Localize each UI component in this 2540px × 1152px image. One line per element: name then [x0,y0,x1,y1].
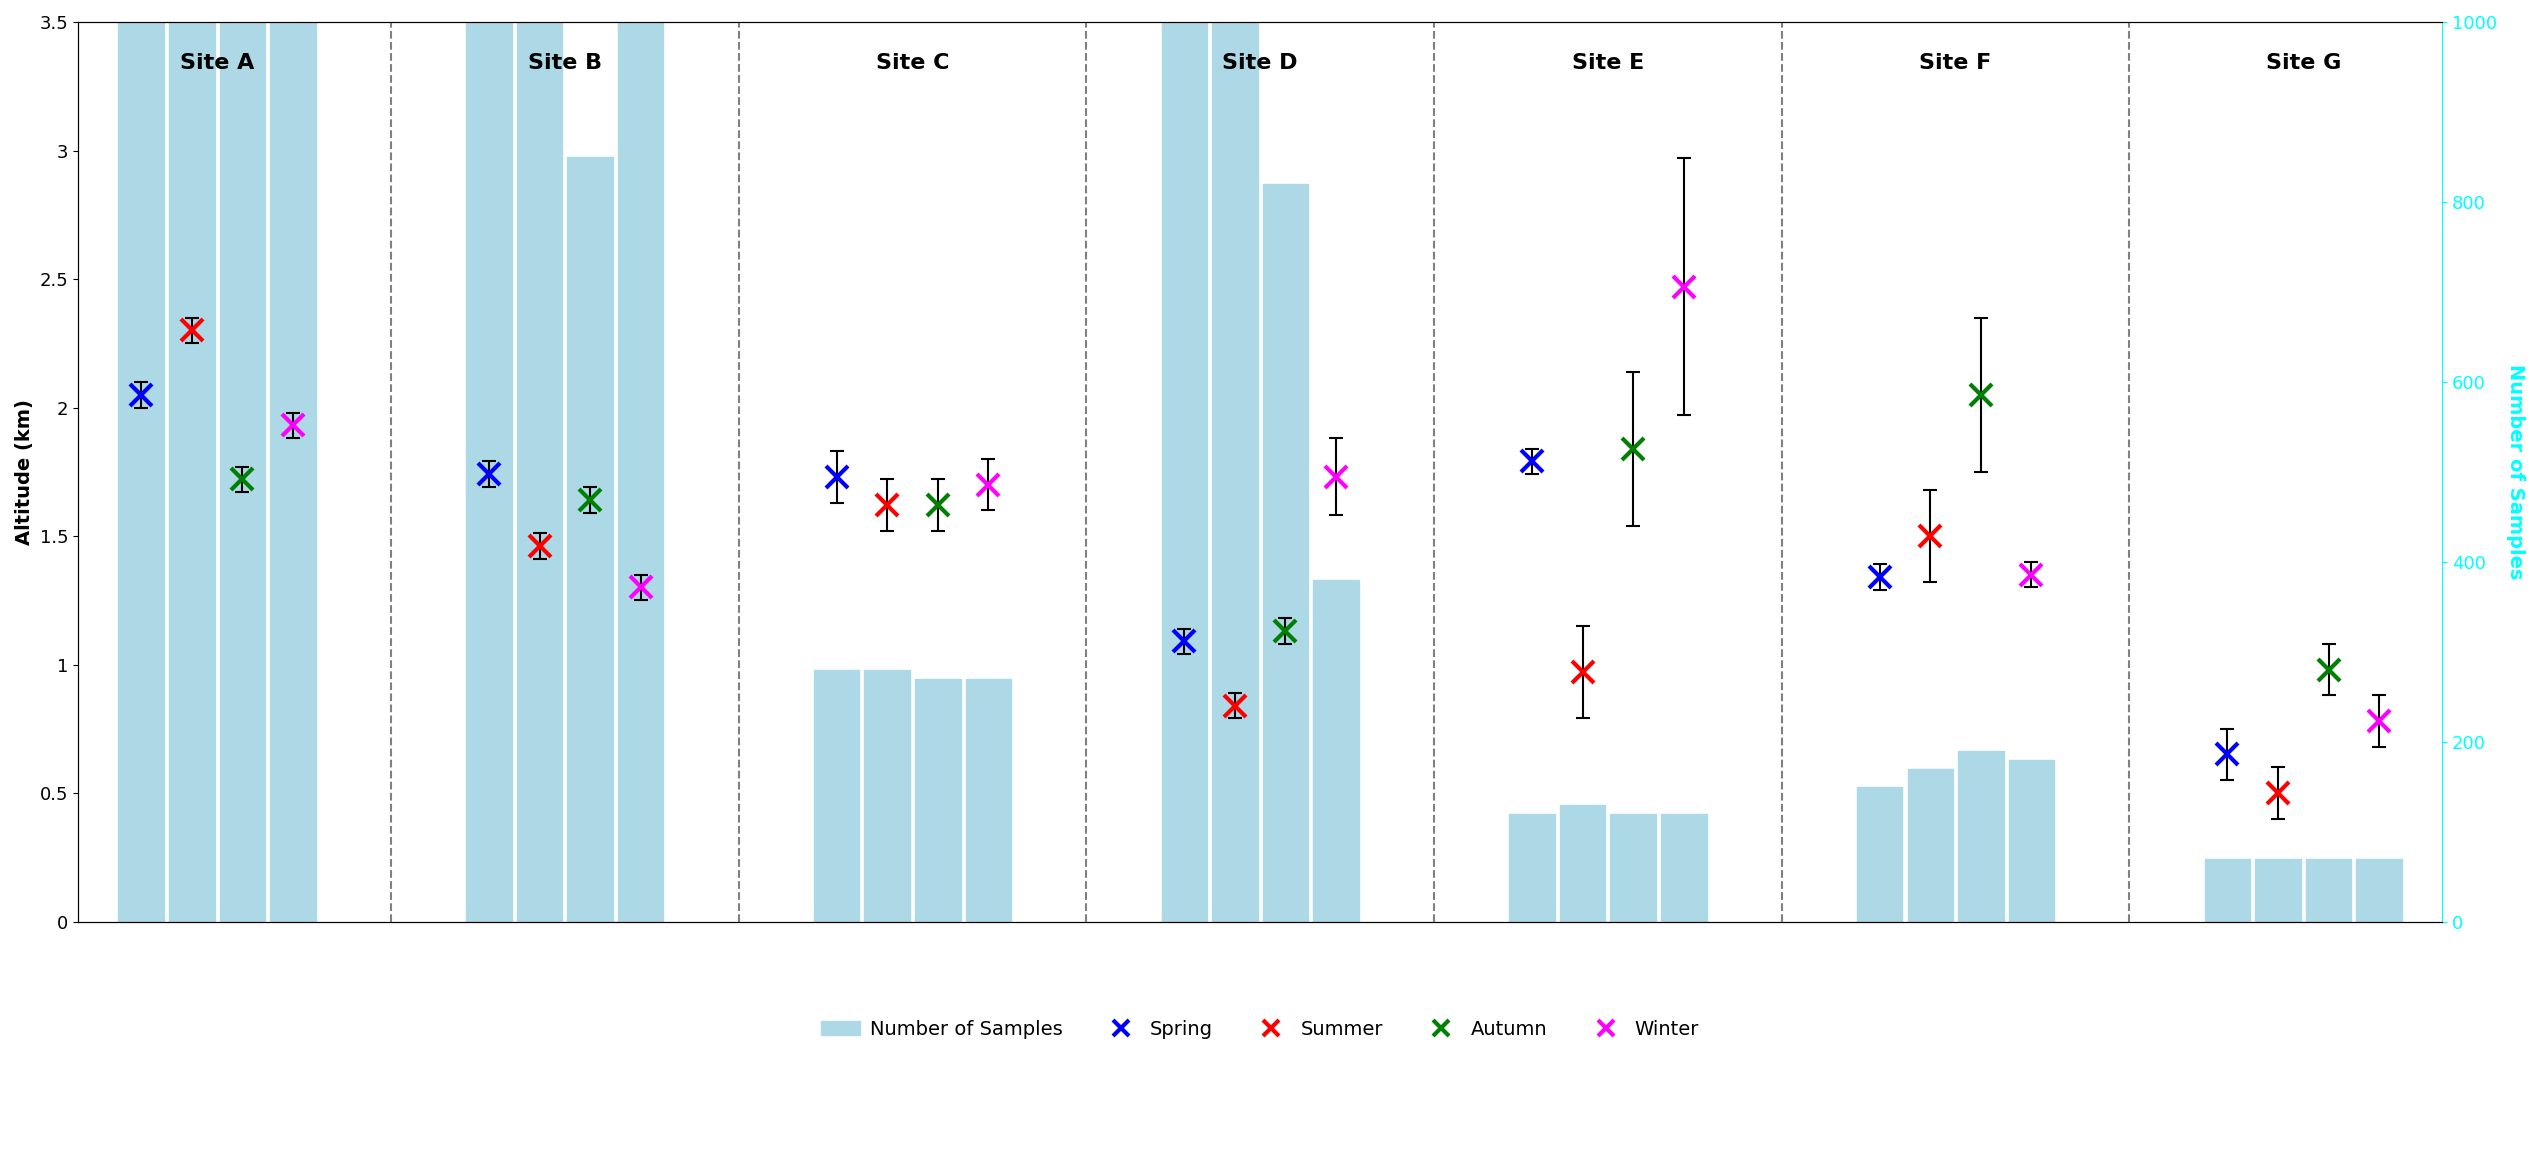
Bar [617,0,663,922]
Bar [1958,751,2004,922]
Bar [1610,813,1656,922]
Bar [1857,787,1902,922]
Y-axis label: Altitude (km): Altitude (km) [15,399,33,545]
Bar [2205,858,2250,922]
Text: Site D: Site D [1222,53,1298,73]
Bar [1262,184,1308,922]
Text: Site G: Site G [2266,53,2342,73]
Bar [1908,768,1953,922]
Bar [516,0,561,922]
Text: Site A: Site A [180,53,254,73]
Y-axis label: Number of Samples: Number of Samples [2507,364,2525,579]
Bar [2357,858,2403,922]
Bar [864,669,909,922]
Bar [1661,813,1707,922]
Bar [914,679,960,922]
Bar [269,0,315,922]
Bar [218,0,264,922]
Bar [2306,858,2352,922]
Bar [965,679,1011,922]
Legend: Number of Samples, Spring, Summer, Autumn, Winter: Number of Samples, Spring, Summer, Autum… [813,1013,1707,1047]
Bar [467,0,511,922]
Bar [566,157,612,922]
Text: Site E: Site E [1572,53,1643,73]
Bar [1313,579,1359,922]
Bar [813,669,859,922]
Bar [119,0,165,922]
Bar [2009,759,2055,922]
Text: Site C: Site C [876,53,950,73]
Bar [170,0,213,922]
Bar [1161,0,1206,922]
Bar [1560,804,1605,922]
Bar [2256,858,2301,922]
Bar [1509,813,1554,922]
Text: Site B: Site B [528,53,602,73]
Bar [1212,0,1257,922]
Text: Site F: Site F [1920,53,1991,73]
